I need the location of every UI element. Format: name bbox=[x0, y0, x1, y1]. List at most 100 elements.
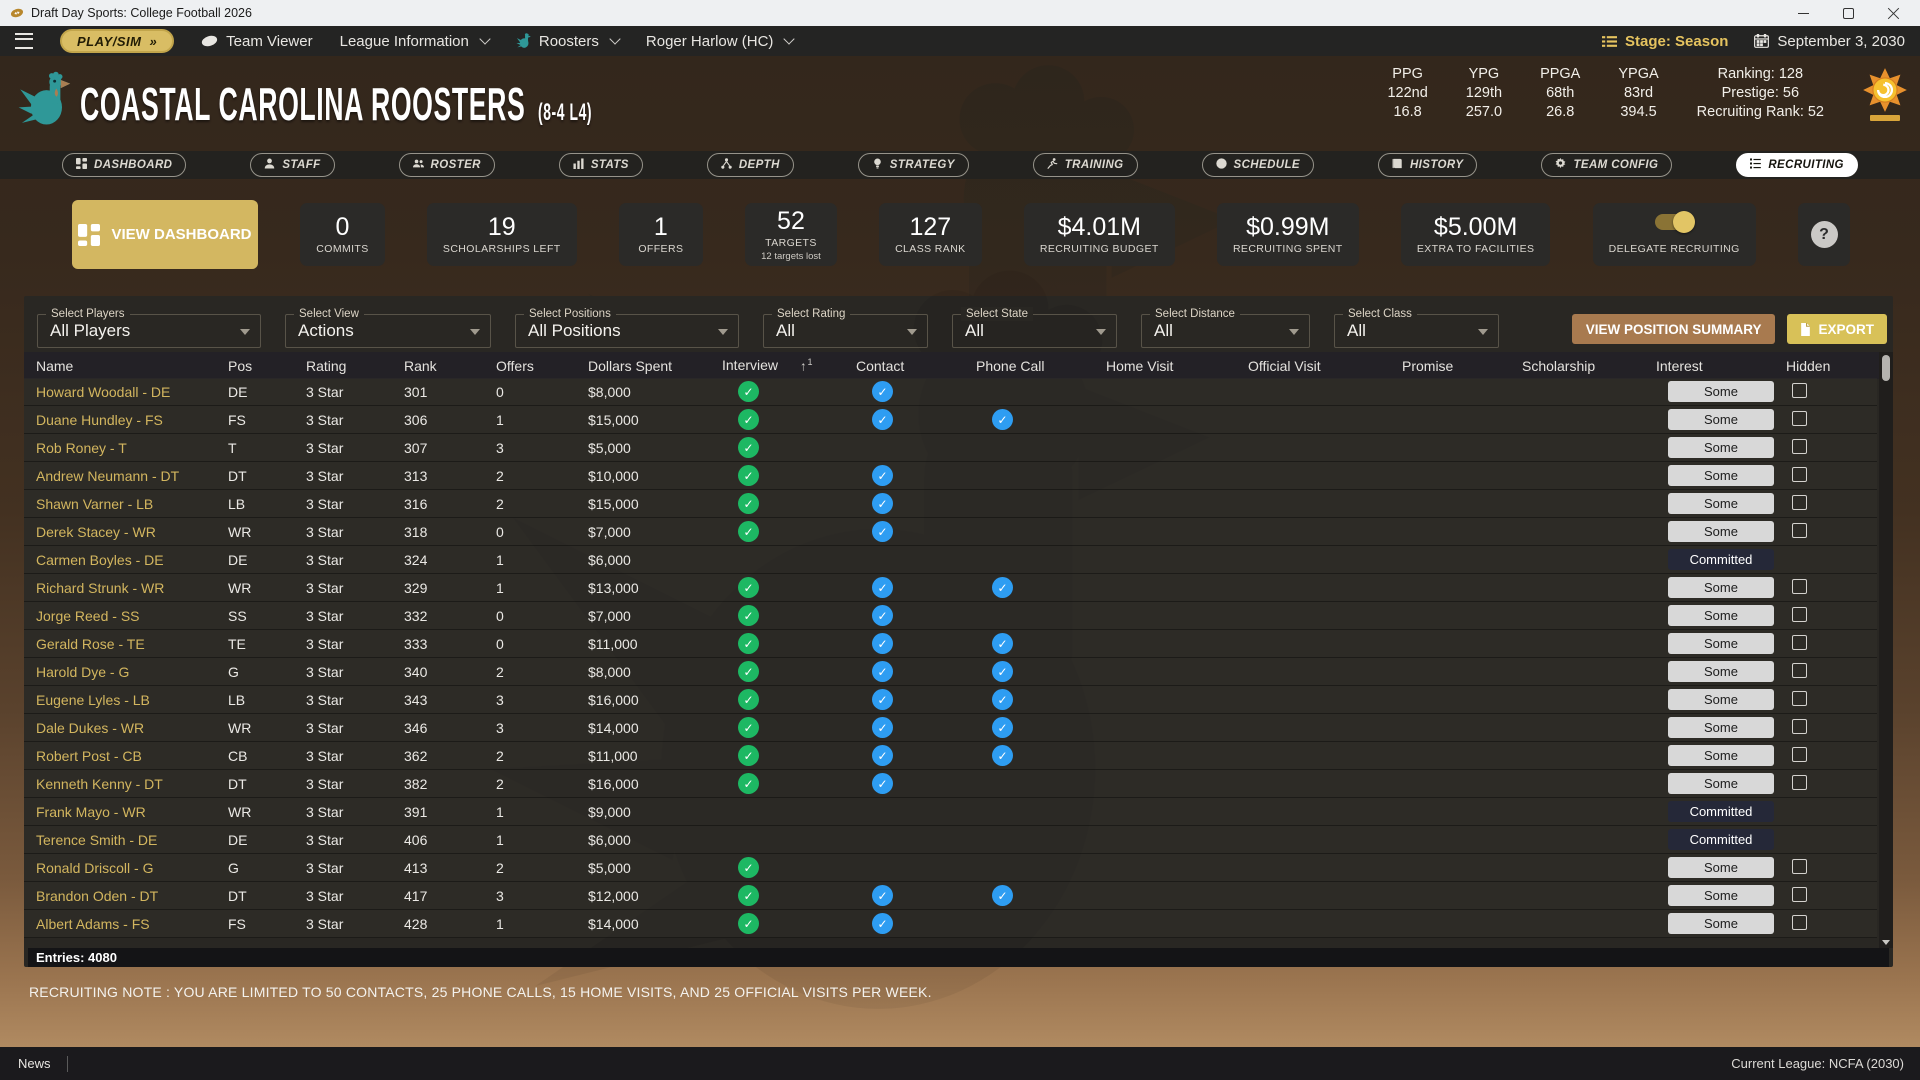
column-header-hidden[interactable]: Hidden bbox=[1786, 358, 1893, 374]
filter-select-distance[interactable]: Select DistanceAll bbox=[1141, 314, 1310, 348]
column-header-dollars-spent[interactable]: Dollars Spent bbox=[588, 358, 722, 374]
recruit-name[interactable]: Robert Post - CB bbox=[36, 748, 228, 764]
export-button[interactable]: EXPORT bbox=[1787, 314, 1887, 344]
tab-stats[interactable]: STATS bbox=[559, 153, 643, 177]
table-row[interactable]: Robert Post - CBCB3 Star3622$11,000✓✓✓So… bbox=[24, 742, 1877, 770]
table-row[interactable]: Gerald Rose - TETE3 Star3330$11,000✓✓✓So… bbox=[24, 630, 1877, 658]
column-header-name[interactable]: Name bbox=[36, 358, 228, 374]
interest-button[interactable]: Committed bbox=[1668, 801, 1774, 822]
maximize-icon[interactable] bbox=[1842, 7, 1855, 20]
column-header-rating[interactable]: Rating bbox=[306, 358, 404, 374]
nav-roosters[interactable]: Roosters bbox=[516, 33, 619, 50]
recruit-name[interactable]: Dale Dukes - WR bbox=[36, 720, 228, 736]
table-row[interactable]: Shawn Varner - LBLB3 Star3162$15,000✓✓So… bbox=[24, 490, 1877, 518]
hidden-checkbox[interactable] bbox=[1792, 663, 1807, 678]
hidden-checkbox[interactable] bbox=[1792, 579, 1807, 594]
filter-select-rating[interactable]: Select RatingAll bbox=[763, 314, 928, 348]
interest-button[interactable]: Some bbox=[1668, 745, 1774, 766]
interest-button[interactable]: Some bbox=[1668, 521, 1774, 542]
filter-select-view[interactable]: Select ViewActions bbox=[285, 314, 491, 348]
interest-button[interactable]: Some bbox=[1668, 689, 1774, 710]
table-row[interactable]: Derek Stacey - WRWR3 Star3180$7,000✓✓Som… bbox=[24, 518, 1877, 546]
column-header-contact[interactable]: Contact bbox=[856, 358, 976, 374]
table-row[interactable]: Kenneth Kenny - DTDT3 Star3822$16,000✓✓S… bbox=[24, 770, 1877, 798]
recruit-name[interactable]: Jorge Reed - SS bbox=[36, 608, 228, 624]
recruit-name[interactable]: Brandon Oden - DT bbox=[36, 888, 228, 904]
filter-select-state[interactable]: Select StateAll bbox=[952, 314, 1117, 348]
recruit-name[interactable]: Albert Adams - FS bbox=[36, 916, 228, 932]
tab-team-config[interactable]: TEAM CONFIG bbox=[1541, 153, 1672, 177]
news-link[interactable]: News bbox=[18, 1056, 51, 1071]
recruit-name[interactable]: Andrew Neumann - DT bbox=[36, 468, 228, 484]
column-header-official-visit[interactable]: Official Visit bbox=[1248, 358, 1402, 374]
play-sim-button[interactable]: PLAY/SIM » bbox=[60, 29, 174, 53]
nav-league-information[interactable]: League Information bbox=[340, 33, 489, 50]
recruit-name[interactable]: Eugene Lyles - LB bbox=[36, 692, 228, 708]
hidden-checkbox[interactable] bbox=[1792, 859, 1807, 874]
hidden-checkbox[interactable] bbox=[1792, 719, 1807, 734]
hidden-checkbox[interactable] bbox=[1792, 411, 1807, 426]
recruit-name[interactable]: Terence Smith - DE bbox=[36, 832, 228, 848]
recruit-name[interactable]: Derek Stacey - WR bbox=[36, 524, 228, 540]
nav-team-viewer[interactable]: Team Viewer bbox=[201, 33, 312, 50]
table-row[interactable]: Andrew Neumann - DTDT3 Star3132$10,000✓✓… bbox=[24, 462, 1877, 490]
table-row[interactable]: Ronald Driscoll - GG3 Star4132$5,000✓Som… bbox=[24, 854, 1877, 882]
tab-dashboard[interactable]: DASHBOARD bbox=[62, 153, 186, 177]
nav-coach[interactable]: Roger Harlow (HC) bbox=[646, 33, 794, 50]
recruit-name[interactable]: Richard Strunk - WR bbox=[36, 580, 228, 596]
interest-button[interactable]: Some bbox=[1668, 605, 1774, 626]
column-header-pos[interactable]: Pos bbox=[228, 358, 306, 374]
recruit-name[interactable]: Kenneth Kenny - DT bbox=[36, 776, 228, 792]
table-row[interactable]: Eugene Lyles - LBLB3 Star3433$16,000✓✓✓S… bbox=[24, 686, 1877, 714]
filter-select-players[interactable]: Select PlayersAll Players bbox=[37, 314, 261, 348]
table-row[interactable]: Terence Smith - DEDE3 Star4061$6,000Comm… bbox=[24, 826, 1877, 854]
view-dashboard-button[interactable]: VIEW DASHBOARD bbox=[72, 200, 258, 269]
recruit-name[interactable]: Frank Mayo - WR bbox=[36, 804, 228, 820]
column-header-interest[interactable]: Interest bbox=[1656, 358, 1786, 374]
tab-training[interactable]: TRAINING bbox=[1033, 153, 1138, 177]
table-row[interactable]: Brandon Oden - DTDT3 Star4173$12,000✓✓✓S… bbox=[24, 882, 1877, 910]
interest-button[interactable]: Some bbox=[1668, 409, 1774, 430]
interest-button[interactable]: Some bbox=[1668, 465, 1774, 486]
column-header-promise[interactable]: Promise bbox=[1402, 358, 1522, 374]
minimize-icon[interactable] bbox=[1797, 7, 1810, 20]
table-row[interactable]: Duane Hundley - FSFS3 Star3061$15,000✓✓✓… bbox=[24, 406, 1877, 434]
interest-button[interactable]: Some bbox=[1668, 493, 1774, 514]
interest-button[interactable]: Some bbox=[1668, 717, 1774, 738]
hidden-checkbox[interactable] bbox=[1792, 439, 1807, 454]
hidden-checkbox[interactable] bbox=[1792, 691, 1807, 706]
tab-strategy[interactable]: STRATEGY bbox=[858, 153, 969, 177]
close-icon[interactable] bbox=[1887, 7, 1900, 20]
recruit-name[interactable]: Howard Woodall - DE bbox=[36, 384, 228, 400]
recruit-name[interactable]: Duane Hundley - FS bbox=[36, 412, 228, 428]
table-row[interactable]: Jorge Reed - SSSS3 Star3320$7,000✓✓Some bbox=[24, 602, 1877, 630]
table-row[interactable]: Harold Dye - GG3 Star3402$8,000✓✓✓Some bbox=[24, 658, 1877, 686]
recruit-name[interactable]: Carmen Boyles - DE bbox=[36, 552, 228, 568]
table-row[interactable]: Dale Dukes - WRWR3 Star3463$14,000✓✓✓Som… bbox=[24, 714, 1877, 742]
interest-button[interactable]: Some bbox=[1668, 857, 1774, 878]
menu-icon[interactable] bbox=[15, 33, 33, 49]
table-row[interactable]: Howard Woodall - DEDE3 Star3010$8,000✓✓S… bbox=[24, 378, 1877, 406]
hidden-checkbox[interactable] bbox=[1792, 635, 1807, 650]
hidden-checkbox[interactable] bbox=[1792, 495, 1807, 510]
tab-schedule[interactable]: SCHEDULE bbox=[1202, 153, 1314, 177]
scrollbar-track[interactable] bbox=[1879, 352, 1893, 948]
recruit-name[interactable]: Rob Roney - T bbox=[36, 440, 228, 456]
tab-staff[interactable]: STAFF bbox=[250, 153, 334, 177]
column-header-interview[interactable]: Interview↑1 bbox=[722, 357, 856, 373]
column-header-offers[interactable]: Offers bbox=[496, 358, 588, 374]
scroll-down-icon[interactable] bbox=[1882, 940, 1890, 945]
hidden-checkbox[interactable] bbox=[1792, 607, 1807, 622]
column-header-scholarship[interactable]: Scholarship bbox=[1522, 358, 1656, 374]
hidden-checkbox[interactable] bbox=[1792, 383, 1807, 398]
hidden-checkbox[interactable] bbox=[1792, 775, 1807, 790]
filter-select-positions[interactable]: Select PositionsAll Positions bbox=[515, 314, 739, 348]
tab-depth[interactable]: DEPTH bbox=[707, 153, 794, 177]
hidden-checkbox[interactable] bbox=[1792, 523, 1807, 538]
column-header-rank[interactable]: Rank bbox=[404, 358, 496, 374]
interest-button[interactable]: Some bbox=[1668, 661, 1774, 682]
hidden-checkbox[interactable] bbox=[1792, 915, 1807, 930]
tab-recruiting[interactable]: RECRUITING bbox=[1736, 153, 1858, 177]
hidden-checkbox[interactable] bbox=[1792, 747, 1807, 762]
interest-button[interactable]: Some bbox=[1668, 577, 1774, 598]
